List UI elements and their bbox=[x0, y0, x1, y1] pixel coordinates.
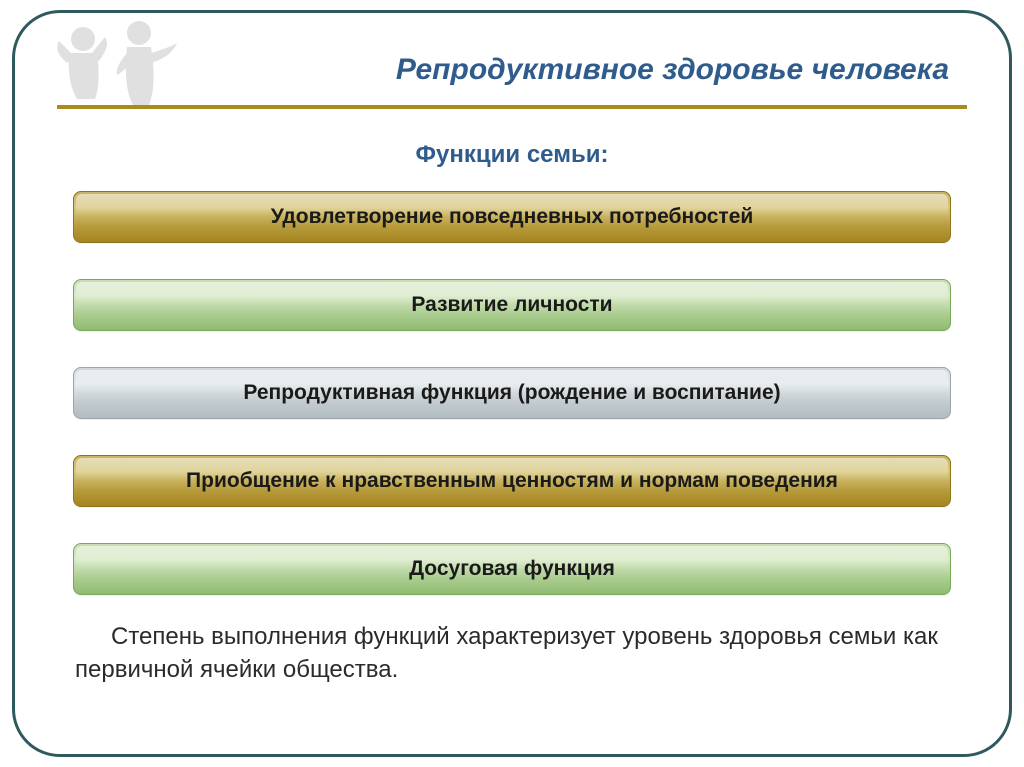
function-bar-0: Удовлетворение повседневных потребностей bbox=[73, 191, 951, 243]
function-bar-4: Досуговая функция bbox=[73, 543, 951, 595]
function-bar-label: Приобщение к нравственным ценностям и но… bbox=[186, 469, 838, 493]
title-divider bbox=[57, 105, 967, 109]
function-bar-label: Удовлетворение повседневных потребностей bbox=[271, 205, 754, 229]
function-bar-2: Репродуктивная функция (рождение и воспи… bbox=[73, 367, 951, 419]
function-bar-1: Развитие личности bbox=[73, 279, 951, 331]
slide-subtitle: Функции семьи: bbox=[15, 141, 1009, 169]
slide-frame: Репродуктивное здоровье человека Функции… bbox=[12, 10, 1012, 757]
function-bar-label: Досуговая функция bbox=[409, 557, 615, 581]
function-bar-label: Репродуктивная функция (рождение и воспи… bbox=[243, 381, 780, 405]
function-bar-label: Развитие личности bbox=[411, 293, 612, 317]
slide-title: Репродуктивное здоровье человека bbox=[15, 53, 949, 87]
footer-caption: Степень выполнения функций характеризует… bbox=[75, 621, 949, 686]
function-bars: Удовлетворение повседневных потребностей… bbox=[73, 191, 951, 595]
function-bar-3: Приобщение к нравственным ценностям и но… bbox=[73, 455, 951, 507]
